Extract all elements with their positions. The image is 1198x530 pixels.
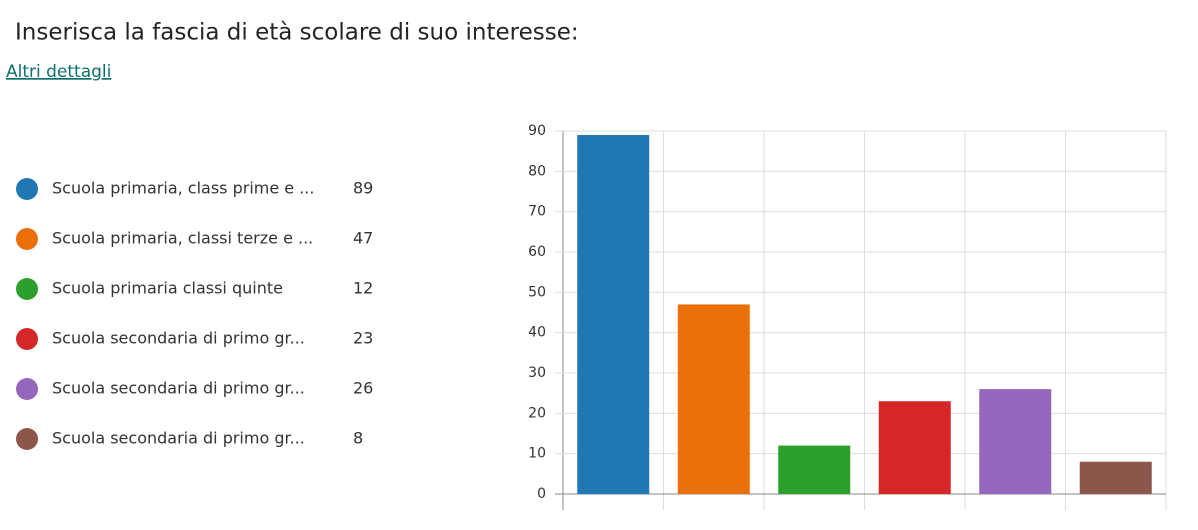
y-tick-label: 0 — [537, 486, 546, 502]
legend-count: 8 — [353, 429, 363, 448]
legend-count: 47 — [353, 229, 373, 248]
y-tick-label: 90 — [528, 123, 546, 139]
legend-label: Scuola secondaria di primo gr... — [52, 429, 305, 448]
legend-swatch — [16, 428, 38, 450]
y-tick-label: 70 — [528, 204, 546, 220]
legend-swatch — [16, 178, 38, 200]
question-title: Inserisca la fascia di età scolare di su… — [15, 20, 579, 46]
legend-swatch — [16, 278, 38, 300]
y-tick-label: 40 — [528, 325, 546, 341]
legend-swatch — [16, 328, 38, 350]
legend-label: Scuola primaria classi quinte — [52, 279, 283, 298]
bar — [577, 135, 650, 495]
y-tick-label: 80 — [528, 163, 546, 179]
bar — [677, 304, 750, 494]
details-link[interactable]: Altri dettagli — [6, 62, 111, 82]
bar — [1079, 461, 1152, 494]
legend-count: 23 — [353, 329, 373, 348]
y-tick-label: 60 — [528, 244, 546, 260]
y-tick-label: 20 — [528, 405, 546, 421]
bar — [979, 389, 1052, 494]
legend-label: Scuola primaria, classi terze e ... — [52, 229, 313, 248]
bar — [778, 445, 851, 494]
legend-label: Scuola secondaria di primo gr... — [52, 379, 305, 398]
y-tick-label: 50 — [528, 284, 546, 300]
y-tick-label: 10 — [528, 446, 546, 462]
bar — [878, 401, 951, 494]
legend-count: 12 — [353, 279, 373, 298]
legend-label: Scuola secondaria di primo gr... — [52, 329, 305, 348]
legend-swatch — [16, 228, 38, 250]
legend-swatch — [16, 378, 38, 400]
legend-count: 89 — [353, 179, 373, 198]
legend-count: 26 — [353, 379, 373, 398]
y-tick-label: 30 — [528, 365, 546, 381]
legend-label: Scuola primaria, class prime e ... — [52, 179, 314, 198]
